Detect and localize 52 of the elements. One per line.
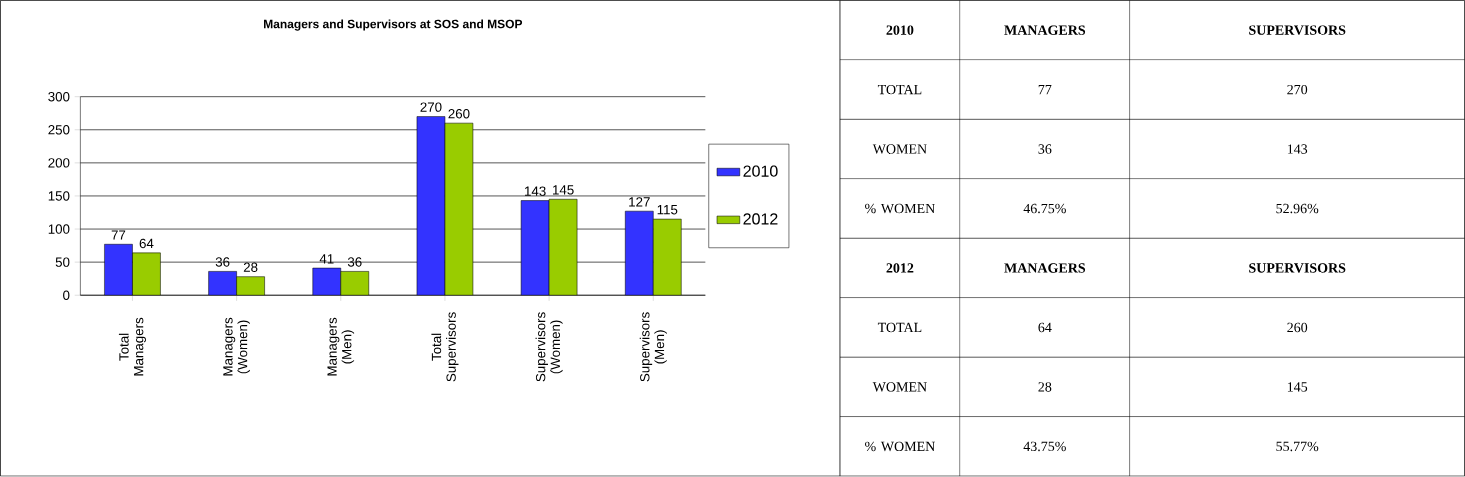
text: MANAGERS: [1004, 263, 1086, 273]
text: TOTAL: [877, 85, 922, 95]
chart-title: Managers and Supervisors at SOS and MSOP: [264, 19, 523, 31]
text: % WOMEN: [865, 204, 935, 214]
text: 2012: [886, 263, 914, 273]
text: 43.75%: [1023, 441, 1066, 452]
legend-label: 2012: [743, 213, 778, 225]
text: MANAGERS: [1004, 25, 1086, 36]
y-tick-label: 100: [48, 224, 70, 234]
text: WOMEN: [872, 382, 927, 392]
text: 145: [1287, 382, 1308, 392]
text: SUPERVISORS: [1249, 25, 1346, 36]
data-label: 127: [629, 197, 650, 207]
data-label: 77: [111, 230, 126, 240]
data-label: 143: [525, 186, 546, 197]
x-tick-label: Total Supervisors: [431, 312, 459, 382]
data-label: 36: [215, 257, 230, 267]
text: 270: [1287, 85, 1308, 95]
data-label: 145: [553, 185, 574, 195]
x-tick-label: Managers (Men): [327, 318, 355, 376]
data-label: 28: [243, 262, 258, 273]
data-label: 270: [420, 102, 442, 113]
y-tick-label: 300: [48, 92, 70, 102]
data-label: 115: [657, 205, 678, 215]
text: 36: [1038, 144, 1052, 154]
text: 64: [1038, 323, 1052, 333]
text: 46.75%: [1023, 204, 1066, 214]
text: 260: [1287, 322, 1308, 333]
x-tick-label: Supervisors (Women): [535, 312, 563, 382]
legend-label: 2010: [743, 165, 778, 178]
data-label: 260: [448, 109, 470, 119]
text: 55.77%: [1276, 441, 1319, 452]
x-tick-label: Managers (Women): [223, 318, 250, 376]
y-tick-label: 200: [48, 158, 70, 168]
text: 143: [1287, 144, 1308, 154]
data-label: 36: [347, 257, 362, 267]
text: WOMEN: [872, 144, 927, 155]
data-label: 64: [139, 238, 154, 249]
y-tick-label: 250: [48, 125, 70, 135]
text: 52.96%: [1276, 204, 1319, 214]
x-tick-label: Total Managers: [118, 318, 146, 376]
data-label: 41: [319, 254, 334, 264]
text: SUPERVISORS: [1249, 263, 1346, 273]
text: 28: [1038, 382, 1052, 392]
text: 2010: [886, 25, 914, 36]
y-tick-label: 50: [55, 257, 70, 268]
y-tick-label: 0: [63, 290, 70, 301]
text: TOTAL: [877, 323, 922, 333]
text: % WOMEN: [865, 441, 935, 452]
x-tick-label: Supervisors (Men): [639, 312, 667, 382]
text: 77: [1038, 85, 1052, 95]
y-tick-label: 150: [48, 191, 70, 201]
